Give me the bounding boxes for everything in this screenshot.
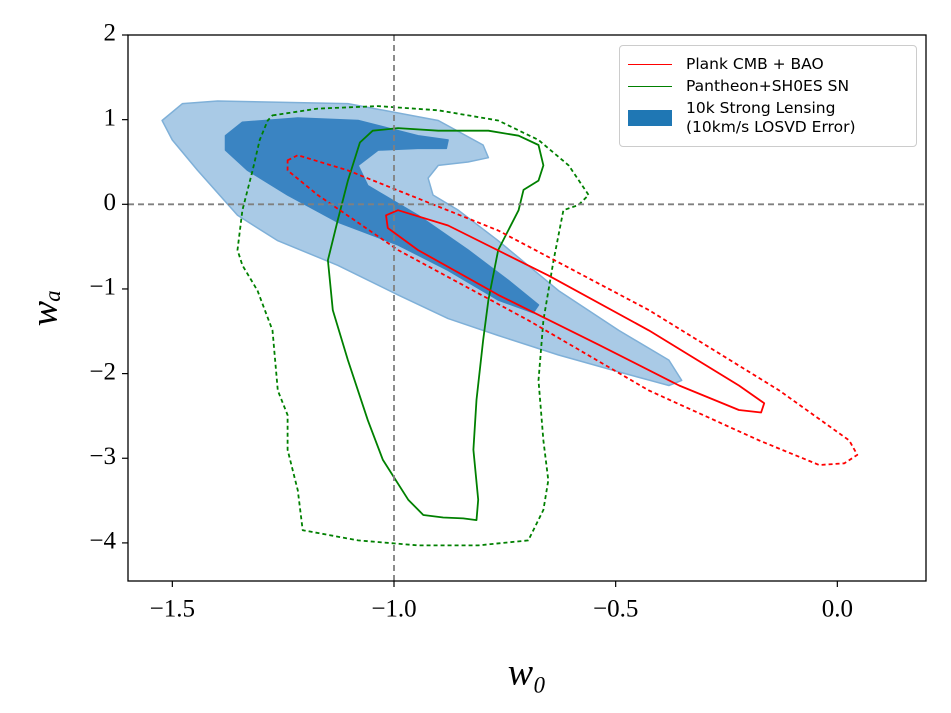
legend: Plank CMB + BAO Pantheon+SH0ES SN 10k Stro… <box>619 45 917 147</box>
contour <box>327 127 545 521</box>
y-tick-label: −2 <box>89 358 116 385</box>
y-tick-label: −3 <box>89 443 116 470</box>
x-tick-label: 0.0 <box>822 596 853 623</box>
legend-swatch <box>628 64 672 65</box>
y-tick-label: 0 <box>104 189 117 216</box>
y-tick-label: −1 <box>89 274 116 301</box>
x-tick-label: −1.0 <box>371 596 416 623</box>
legend-label: Pantheon+SH0ES SN <box>686 77 850 95</box>
y-tick-label: 1 <box>104 104 117 131</box>
x-axis-label: w₀ <box>508 652 547 694</box>
y-axis-label: wₐ <box>24 290 66 326</box>
legend-swatch <box>628 86 672 87</box>
legend-swatch <box>628 110 672 126</box>
plot-area <box>128 35 926 581</box>
legend-item: Plank CMB + BAO <box>628 55 908 74</box>
x-tick-label: −0.5 <box>593 596 638 623</box>
contour <box>224 117 540 314</box>
y-tick-label: 2 <box>104 20 117 47</box>
x-tick-label: −1.5 <box>150 596 195 623</box>
plot-frame <box>127 34 927 582</box>
legend-label: 10k Strong Lensing (10km/s LOSVD Error) <box>686 99 856 136</box>
contour <box>286 154 859 466</box>
legend-label: Plank CMB + BAO <box>686 55 824 73</box>
y-tick-label: −4 <box>89 528 116 555</box>
legend-item: Pantheon+SH0ES SN <box>628 77 908 96</box>
legend-item: 10k Strong Lensing (10km/s LOSVD Error) <box>628 99 908 137</box>
contour <box>385 209 766 414</box>
